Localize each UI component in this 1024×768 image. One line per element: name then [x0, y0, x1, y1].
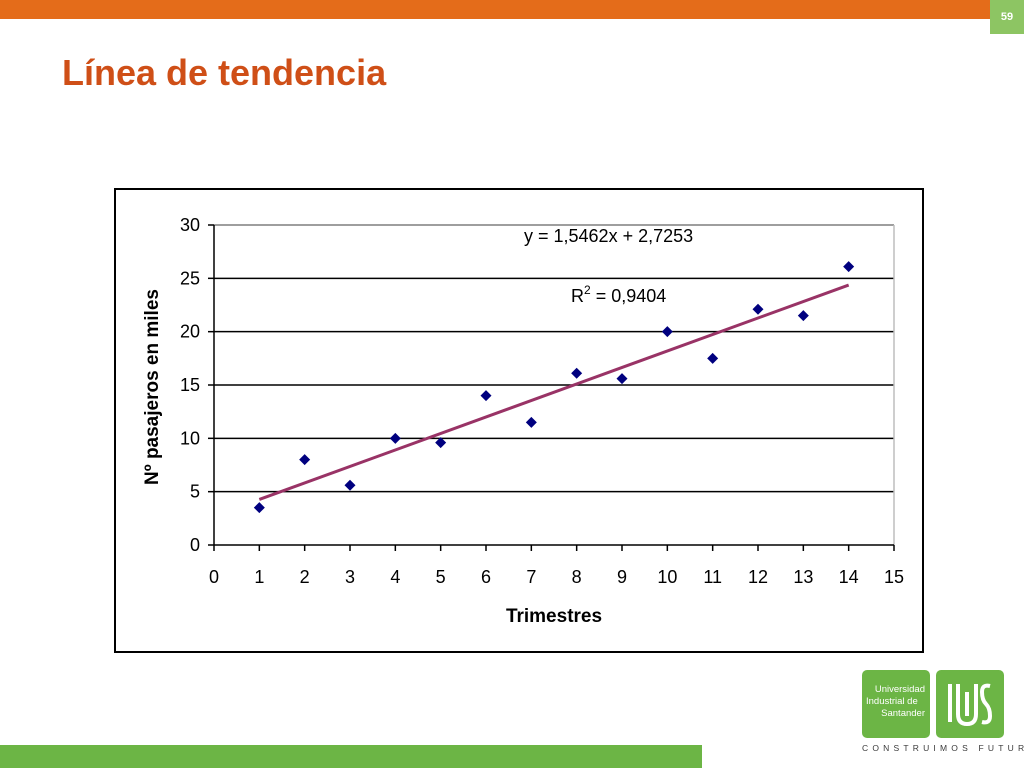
- x-tick-label-12: 12: [748, 567, 768, 587]
- y-tick-label-25: 25: [180, 268, 200, 288]
- y-tick-label-5: 5: [190, 482, 200, 502]
- x-tick-label-4: 4: [390, 567, 400, 587]
- chart-axes: [208, 224, 895, 551]
- data-point-6: [480, 390, 492, 402]
- logo-line-3: Santander: [881, 708, 925, 719]
- chart-frame: [114, 188, 924, 653]
- trendline-r-squared: R2 = 0,9404: [571, 283, 666, 306]
- trendline: [258, 283, 850, 501]
- r2-prefix: R: [571, 286, 584, 306]
- r2-superscript: 2: [584, 283, 591, 297]
- x-tick-label-9: 9: [617, 567, 627, 587]
- x-tick-label-8: 8: [572, 567, 582, 587]
- y-tick-label-15: 15: [180, 375, 200, 395]
- x-tick-label-14: 14: [839, 567, 859, 587]
- x-tick-label-5: 5: [436, 567, 446, 587]
- x-tick-label-7: 7: [526, 567, 536, 587]
- x-tick-label-2: 2: [300, 567, 310, 587]
- university-logo: Universidad Industrial de Santander CONS…: [862, 668, 1024, 758]
- slide-title: Línea de tendencia: [62, 52, 387, 93]
- y-tick-label-20: 20: [180, 322, 200, 342]
- x-tick-label-11: 11: [703, 567, 722, 587]
- data-point-2: [299, 454, 311, 466]
- bottom-accent-bar: [0, 745, 702, 768]
- trendline-layer: [258, 283, 850, 501]
- x-tick-label-0: 0: [209, 567, 219, 587]
- chart-gridlines: [214, 224, 895, 545]
- data-point-3: [344, 479, 356, 491]
- page-number: 59: [990, 0, 1024, 34]
- data-point-1: [253, 502, 265, 514]
- trendline-equation: y = 1,5462x + 2,7253: [524, 226, 693, 246]
- top-accent-bar: [0, 0, 990, 19]
- logo-tagline: CONSTRUIMOS FUTURO: [862, 743, 1024, 753]
- data-point-9: [616, 373, 628, 385]
- data-point-14: [843, 261, 855, 273]
- uis-logo-icon: [936, 670, 1004, 738]
- logo-line-1: Universidad: [874, 684, 925, 695]
- x-axis-title: Trimestres: [506, 606, 602, 627]
- logo-name-square: Universidad Industrial de Santander: [862, 670, 930, 738]
- data-point-8: [571, 367, 583, 379]
- x-tick-label-13: 13: [793, 567, 813, 587]
- x-tick-label-1: 1: [254, 567, 264, 587]
- y-axis-title: Nº pasajeros en miles: [142, 289, 163, 485]
- data-point-12: [752, 303, 764, 315]
- x-tick-label-6: 6: [481, 567, 491, 587]
- x-tick-label-15: 15: [884, 567, 904, 587]
- data-points: [253, 261, 855, 514]
- data-point-5: [435, 437, 447, 449]
- logo-line-2: Industrial de: [866, 696, 918, 707]
- r2-value: = 0,9404: [591, 286, 667, 306]
- y-tick-label-0: 0: [190, 535, 200, 555]
- data-point-13: [797, 310, 809, 322]
- data-point-10: [661, 326, 673, 338]
- data-point-11: [707, 352, 719, 364]
- y-tick-label-10: 10: [180, 428, 200, 448]
- x-tick-label-3: 3: [345, 567, 355, 587]
- data-point-4: [389, 432, 401, 444]
- y-tick-label-30: 30: [180, 215, 200, 235]
- x-tick-label-10: 10: [657, 567, 677, 587]
- data-point-7: [525, 416, 537, 428]
